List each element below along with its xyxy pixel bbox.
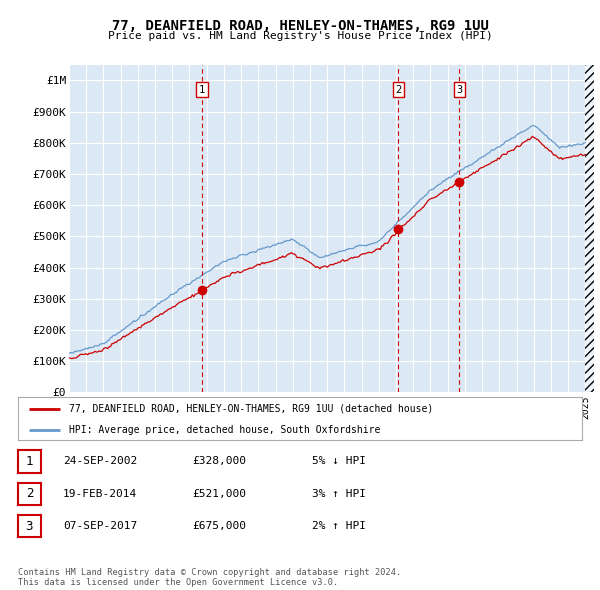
Text: 77, DEANFIELD ROAD, HENLEY-ON-THAMES, RG9 1UU: 77, DEANFIELD ROAD, HENLEY-ON-THAMES, RG… xyxy=(112,19,488,33)
Text: 2: 2 xyxy=(395,85,401,95)
Text: 24-SEP-2002: 24-SEP-2002 xyxy=(63,457,137,466)
Text: HPI: Average price, detached house, South Oxfordshire: HPI: Average price, detached house, Sout… xyxy=(69,425,380,435)
Text: 3% ↑ HPI: 3% ↑ HPI xyxy=(312,489,366,499)
Text: Price paid vs. HM Land Registry's House Price Index (HPI): Price paid vs. HM Land Registry's House … xyxy=(107,31,493,41)
Text: 3: 3 xyxy=(456,85,463,95)
Text: 5% ↓ HPI: 5% ↓ HPI xyxy=(312,457,366,466)
Text: £521,000: £521,000 xyxy=(192,489,246,499)
Text: 2: 2 xyxy=(26,487,33,500)
Text: 1: 1 xyxy=(26,455,33,468)
Text: £328,000: £328,000 xyxy=(192,457,246,466)
Bar xyxy=(586,65,594,392)
Text: 1: 1 xyxy=(199,85,205,95)
Text: 3: 3 xyxy=(26,520,33,533)
Text: £675,000: £675,000 xyxy=(192,522,246,531)
Text: Contains HM Land Registry data © Crown copyright and database right 2024.
This d: Contains HM Land Registry data © Crown c… xyxy=(18,568,401,587)
Text: 77, DEANFIELD ROAD, HENLEY-ON-THAMES, RG9 1UU (detached house): 77, DEANFIELD ROAD, HENLEY-ON-THAMES, RG… xyxy=(69,404,433,414)
Text: 19-FEB-2014: 19-FEB-2014 xyxy=(63,489,137,499)
Text: 07-SEP-2017: 07-SEP-2017 xyxy=(63,522,137,531)
Text: 2% ↑ HPI: 2% ↑ HPI xyxy=(312,522,366,531)
